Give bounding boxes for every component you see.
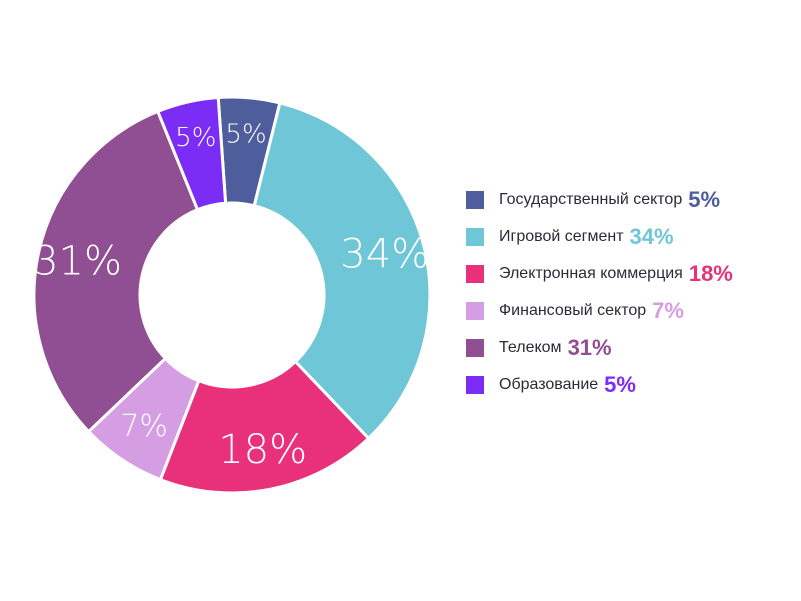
legend-swatch-1: [466, 227, 484, 246]
legend-value-0: 5%: [688, 186, 721, 212]
legend-label-1: Игровой сегмент: [499, 227, 624, 245]
donut-slices: [32, 95, 432, 495]
legend-value-5: 5%: [604, 371, 636, 397]
donut-slice-label-5: 5%: [175, 123, 216, 153]
legend-item-2: Электронная коммерция 18%: [466, 255, 786, 292]
legend-value-2: 18%: [688, 260, 733, 286]
legend-swatch-2: [466, 264, 484, 283]
legend-item-4: Телеком 31%: [466, 329, 786, 366]
legend-label-4: Телеком: [499, 338, 562, 356]
legend-value-1: 34%: [629, 223, 674, 249]
legend-item-0: Государственный сектор 5%: [466, 181, 786, 218]
donut-slice-4: [32, 109, 200, 434]
legend-item-3: Финансовый сектор 7%: [466, 292, 786, 329]
donut-slice-5: [155, 95, 228, 212]
donut-slice-1: [252, 101, 432, 441]
legend-swatch-3: [466, 301, 484, 320]
donut-slice-label-1: 34%: [340, 232, 429, 278]
legend-label-3: Финансовый сектор: [499, 301, 647, 319]
donut-slice-label-3: 7%: [120, 409, 168, 444]
legend-item-5: Образование 5%: [466, 366, 786, 403]
donut-slice-labels: 5% 34% 18% 7% 31% 5%: [33, 120, 429, 473]
legend: Государственный сектор 5% Игровой сегмент 3…: [466, 181, 786, 403]
legend-swatch-4: [466, 338, 484, 357]
donut-slice-label-0: 5%: [225, 120, 266, 150]
legend-value-3: 7%: [652, 297, 684, 323]
legend-item-1: Игровой сегмент 34%: [466, 218, 786, 255]
legend-label-5: Образование: [499, 375, 599, 393]
donut-slice-label-2: 18%: [218, 427, 307, 473]
legend-swatch-0: [466, 190, 484, 209]
legend-swatch-5: [466, 375, 484, 394]
donut-slice-2: [158, 359, 371, 495]
legend-label-2: Электронная коммерция: [499, 264, 683, 282]
legend-value-4: 31%: [567, 334, 612, 360]
legend-label-0: Государственный сектор: [499, 190, 683, 208]
donut-slice-label-4: 31%: [33, 239, 122, 285]
